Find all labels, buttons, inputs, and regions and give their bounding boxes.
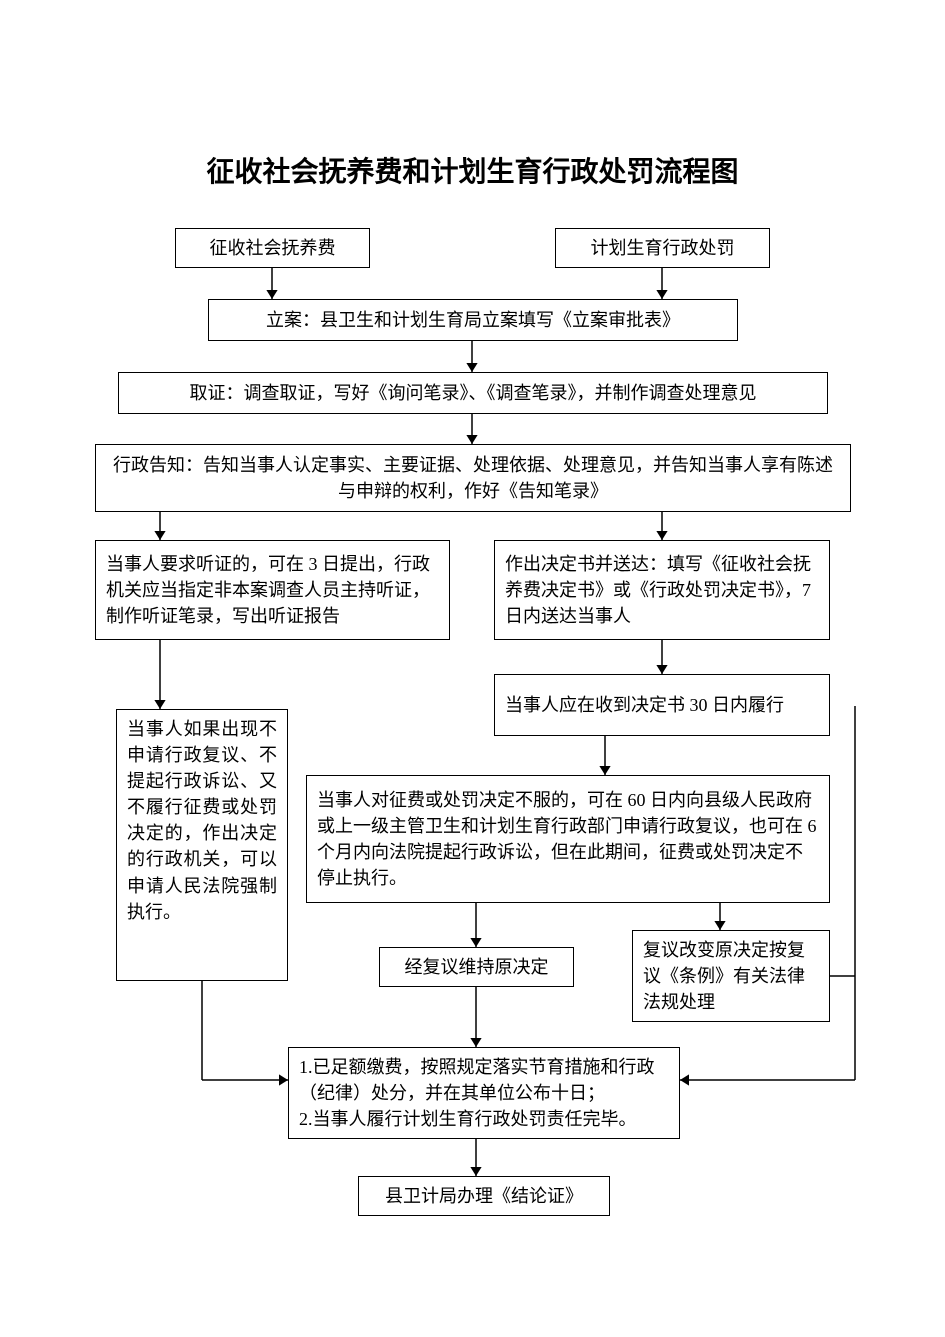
node-quzheng: 取证：调查取证，写好《询问笔录》、《调查笔录》，并制作调查处理意见 [118,372,828,414]
node-lian: 立案：县卫生和计划生育局立案填写《立案审批表》 [208,299,738,341]
node-qiangzhi: 当事人如果出现不申请行政复议、不提起行政诉讼、又不履行征费或处罚决定的，作出决定… [116,709,288,981]
node-jueding: 作出决定书并送达：填写《征收社会抚养费决定书》或《行政处罚决定书》，7 日内送达… [494,540,830,640]
node-zhengshou: 征收社会抚养费 [175,228,370,268]
diagram-title: 征收社会抚养费和计划生育行政处罚流程图 [0,150,945,190]
node-jiean: 1.已足额缴费，按照规定落实节育措施和行政（纪律）处分，并在其单位公布十日；2.… [288,1047,680,1139]
page: 征收社会抚养费和计划生育行政处罚流程图 征收社会抚养费 计划生育行政处罚 立案：… [0,0,945,1337]
node-weichi: 经复议维持原决定 [379,947,574,987]
node-lvxing: 当事人应在收到决定书 30 日内履行 [494,674,830,736]
node-gaozhi: 行政告知：告知当事人认定事实、主要证据、处理依据、处理意见，并告知当事人享有陈述… [95,444,851,512]
node-tingzheng: 当事人要求听证的，可在 3 日提出，行政机关应当指定非本案调查人员主持听证，制作… [95,540,450,640]
node-gaibian: 复议改变原决定按复议《条例》有关法律法规处理 [632,930,830,1022]
node-bufu: 当事人对征费或处罚决定不服的，可在 60 日内向县级人民政府或上一级主管卫生和计… [306,775,830,903]
node-jielun: 县卫计局办理《结论证》 [358,1176,610,1216]
node-jihua: 计划生育行政处罚 [555,228,770,268]
